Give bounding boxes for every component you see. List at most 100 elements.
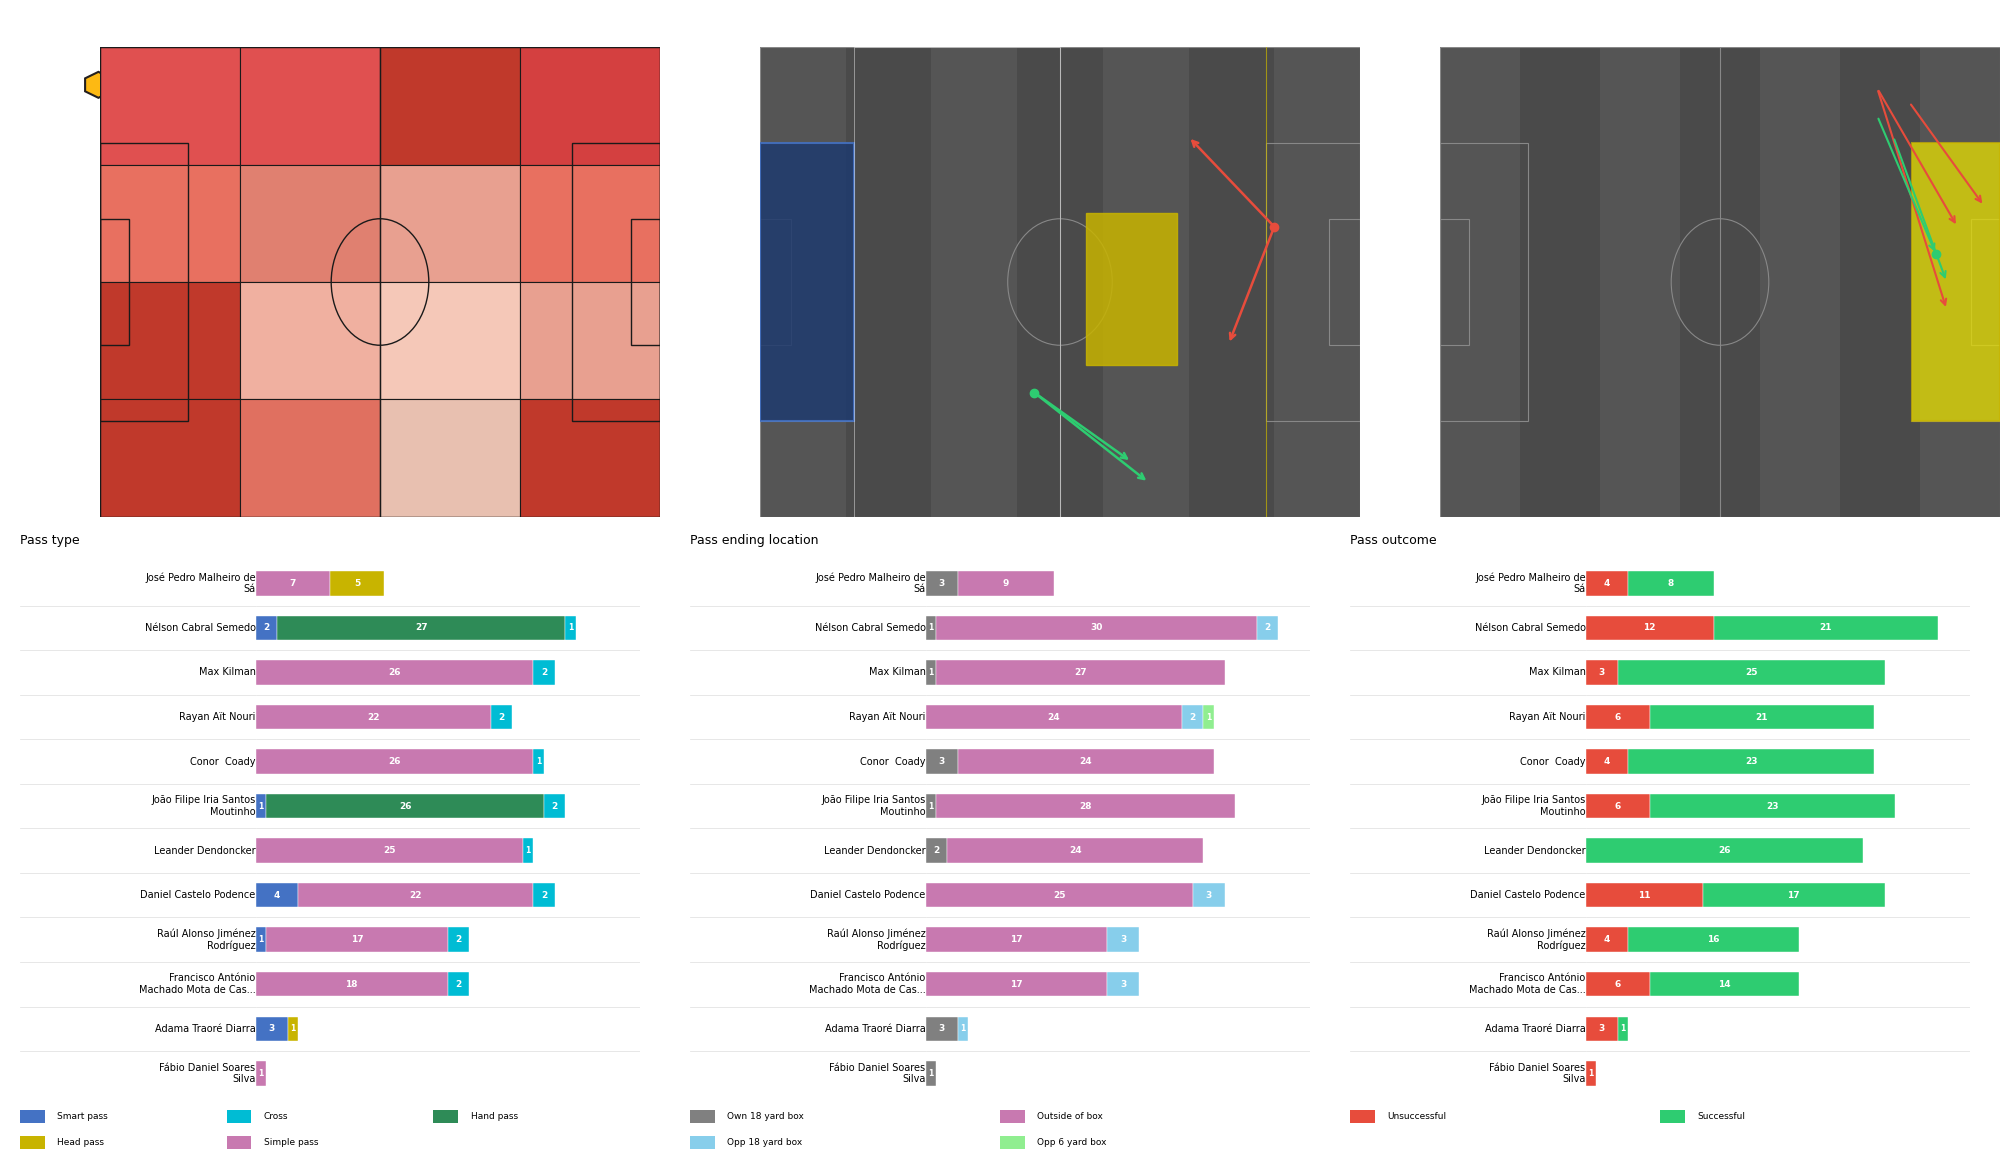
Text: Leander Dendoncker: Leander Dendoncker: [1484, 846, 1586, 855]
Text: 1: 1: [1588, 1069, 1594, 1077]
Text: 17: 17: [1010, 980, 1022, 988]
Bar: [448, 972, 470, 996]
Text: 3: 3: [938, 579, 944, 588]
Bar: [926, 571, 958, 596]
Bar: [520, 400, 660, 517]
Bar: [226, 1136, 252, 1149]
Bar: [256, 750, 534, 774]
Bar: [100, 142, 188, 422]
Text: 14: 14: [1718, 980, 1730, 988]
Bar: [926, 616, 936, 640]
Text: 5: 5: [354, 579, 360, 588]
Bar: [1086, 213, 1178, 365]
Text: 1: 1: [928, 624, 934, 632]
Text: 12: 12: [1644, 624, 1656, 632]
Bar: [566, 616, 576, 640]
Bar: [1650, 794, 1896, 818]
Text: Nélson Cabral Semedo: Nélson Cabral Semedo: [144, 623, 256, 633]
Bar: [1618, 660, 1884, 685]
Bar: [240, 400, 380, 517]
Bar: [958, 1016, 968, 1041]
Bar: [1586, 927, 1628, 952]
Text: 27: 27: [1074, 669, 1086, 677]
Bar: [926, 972, 1108, 996]
Text: 4: 4: [274, 891, 280, 900]
Text: Successful: Successful: [1698, 1112, 1746, 1121]
Text: Head pass: Head pass: [58, 1137, 104, 1147]
Bar: [1618, 1016, 1628, 1041]
Bar: [100, 282, 240, 400]
Bar: [1628, 571, 1714, 596]
Text: 1: 1: [526, 846, 530, 855]
Text: Leander Dendoncker: Leander Dendoncker: [154, 846, 256, 855]
Bar: [1192, 882, 1224, 907]
Bar: [520, 47, 660, 164]
Text: 3: 3: [1120, 980, 1126, 988]
Text: 3: 3: [268, 1025, 274, 1033]
Bar: [946, 839, 1204, 862]
Bar: [1350, 1110, 1374, 1123]
Text: Leander Dendoncker: Leander Dendoncker: [824, 846, 926, 855]
Bar: [760, 47, 846, 517]
Text: 6: 6: [1614, 801, 1620, 811]
Text: Max Kilman: Max Kilman: [198, 667, 256, 678]
Bar: [266, 927, 448, 952]
Bar: [1920, 47, 2000, 517]
Bar: [926, 1016, 958, 1041]
Text: 11: 11: [1638, 891, 1650, 900]
Bar: [1000, 1136, 1024, 1149]
Text: 6: 6: [1614, 712, 1620, 721]
Bar: [1586, 571, 1628, 596]
Text: 21: 21: [1756, 712, 1768, 721]
Text: Cross: Cross: [264, 1112, 288, 1121]
Text: 2: 2: [456, 935, 462, 945]
Text: Daniel Castelo Podence: Daniel Castelo Podence: [1470, 891, 1586, 900]
Text: 24: 24: [1068, 846, 1082, 855]
Bar: [1586, 839, 1864, 862]
Bar: [1628, 927, 1800, 952]
Bar: [1188, 47, 1274, 517]
Bar: [1760, 47, 1840, 517]
Text: Fábio Daniel Soares
Silva: Fábio Daniel Soares Silva: [830, 1062, 926, 1085]
Bar: [256, 705, 490, 730]
Text: 18: 18: [346, 980, 358, 988]
Bar: [926, 705, 1182, 730]
Bar: [926, 660, 936, 685]
Bar: [690, 1136, 714, 1149]
Text: Pass ending location: Pass ending location: [690, 533, 818, 546]
Text: 3: 3: [1120, 935, 1126, 945]
Text: 22: 22: [410, 891, 422, 900]
Text: 4: 4: [1604, 579, 1610, 588]
Bar: [1586, 1061, 1596, 1086]
Text: 1: 1: [1620, 1025, 1626, 1033]
Bar: [846, 47, 932, 517]
Bar: [760, 142, 854, 422]
Bar: [1586, 794, 1650, 818]
Bar: [1182, 705, 1204, 730]
Text: 8: 8: [1668, 579, 1674, 588]
Text: Own 18 yard box: Own 18 yard box: [728, 1112, 804, 1121]
Bar: [926, 882, 1192, 907]
Text: 26: 26: [388, 757, 400, 766]
Text: 2: 2: [934, 846, 940, 855]
Text: Fábio Daniel Soares
Silva: Fábio Daniel Soares Silva: [160, 1062, 256, 1085]
Bar: [1256, 616, 1278, 640]
Bar: [256, 660, 534, 685]
Text: Max Kilman: Max Kilman: [868, 667, 926, 678]
Text: Rayan Aït Nouri: Rayan Aït Nouri: [1510, 712, 1586, 721]
Bar: [534, 882, 554, 907]
Bar: [1000, 1110, 1024, 1123]
Bar: [20, 1136, 44, 1149]
Text: 17: 17: [1010, 935, 1022, 945]
Text: 1: 1: [258, 1069, 264, 1077]
Text: Raúl Alonso Jiménez
Rodríguez: Raúl Alonso Jiménez Rodríguez: [826, 928, 926, 951]
Bar: [256, 1016, 288, 1041]
Text: Rayan Aït Nouri: Rayan Aït Nouri: [180, 712, 256, 721]
Bar: [690, 1110, 714, 1123]
Text: 2: 2: [1264, 624, 1270, 632]
Text: 26: 26: [1718, 846, 1730, 855]
Text: 6: 6: [1614, 980, 1620, 988]
Text: José Pedro Malheiro de
Sá: José Pedro Malheiro de Sá: [814, 572, 926, 595]
Text: Simple pass: Simple pass: [264, 1137, 318, 1147]
Text: 22: 22: [366, 712, 380, 721]
